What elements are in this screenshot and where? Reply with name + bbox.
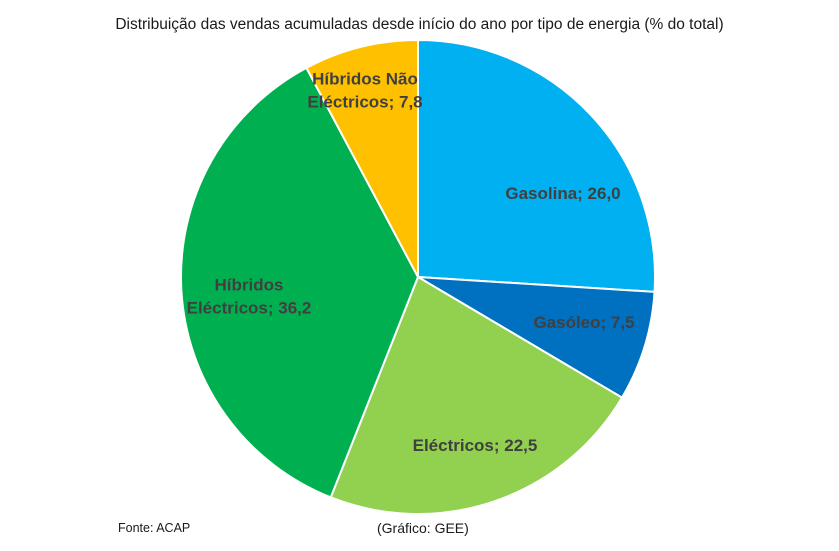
- data-label-electricos: Eléctricos; 22,5: [413, 436, 538, 455]
- pie-slice-electricos: [329, 276, 623, 515]
- pie-slice-gasolina: [417, 39, 656, 293]
- data-label-hibridos-nao-electricos: Híbridos Não Eléctricos; 7,8: [307, 70, 422, 112]
- data-label-gasoleo: Gasóleo; 7,5: [533, 313, 634, 332]
- chart-credit: (Gráfico: GEE): [377, 520, 469, 536]
- source-note: Fonte: ACAP: [118, 521, 191, 535]
- data-label-gasolina: Gasolina; 26,0: [505, 184, 620, 203]
- pie-labels: Gasolina; 26,0 Gasóleo; 7,5 Eléctricos; 22…: [187, 70, 635, 456]
- pie-slice-hibridos-nao-electricos: [305, 39, 419, 278]
- data-label-hibridos-electricos: Híbridos Eléctricos; 36,2: [187, 276, 312, 318]
- chart-title: Distribuição das vendas acumuladas desde…: [115, 16, 724, 33]
- pie-slice-gasoleo: [417, 276, 656, 399]
- pie-slices: [180, 39, 656, 515]
- pie-slice-hibridos-electricos: [180, 66, 419, 499]
